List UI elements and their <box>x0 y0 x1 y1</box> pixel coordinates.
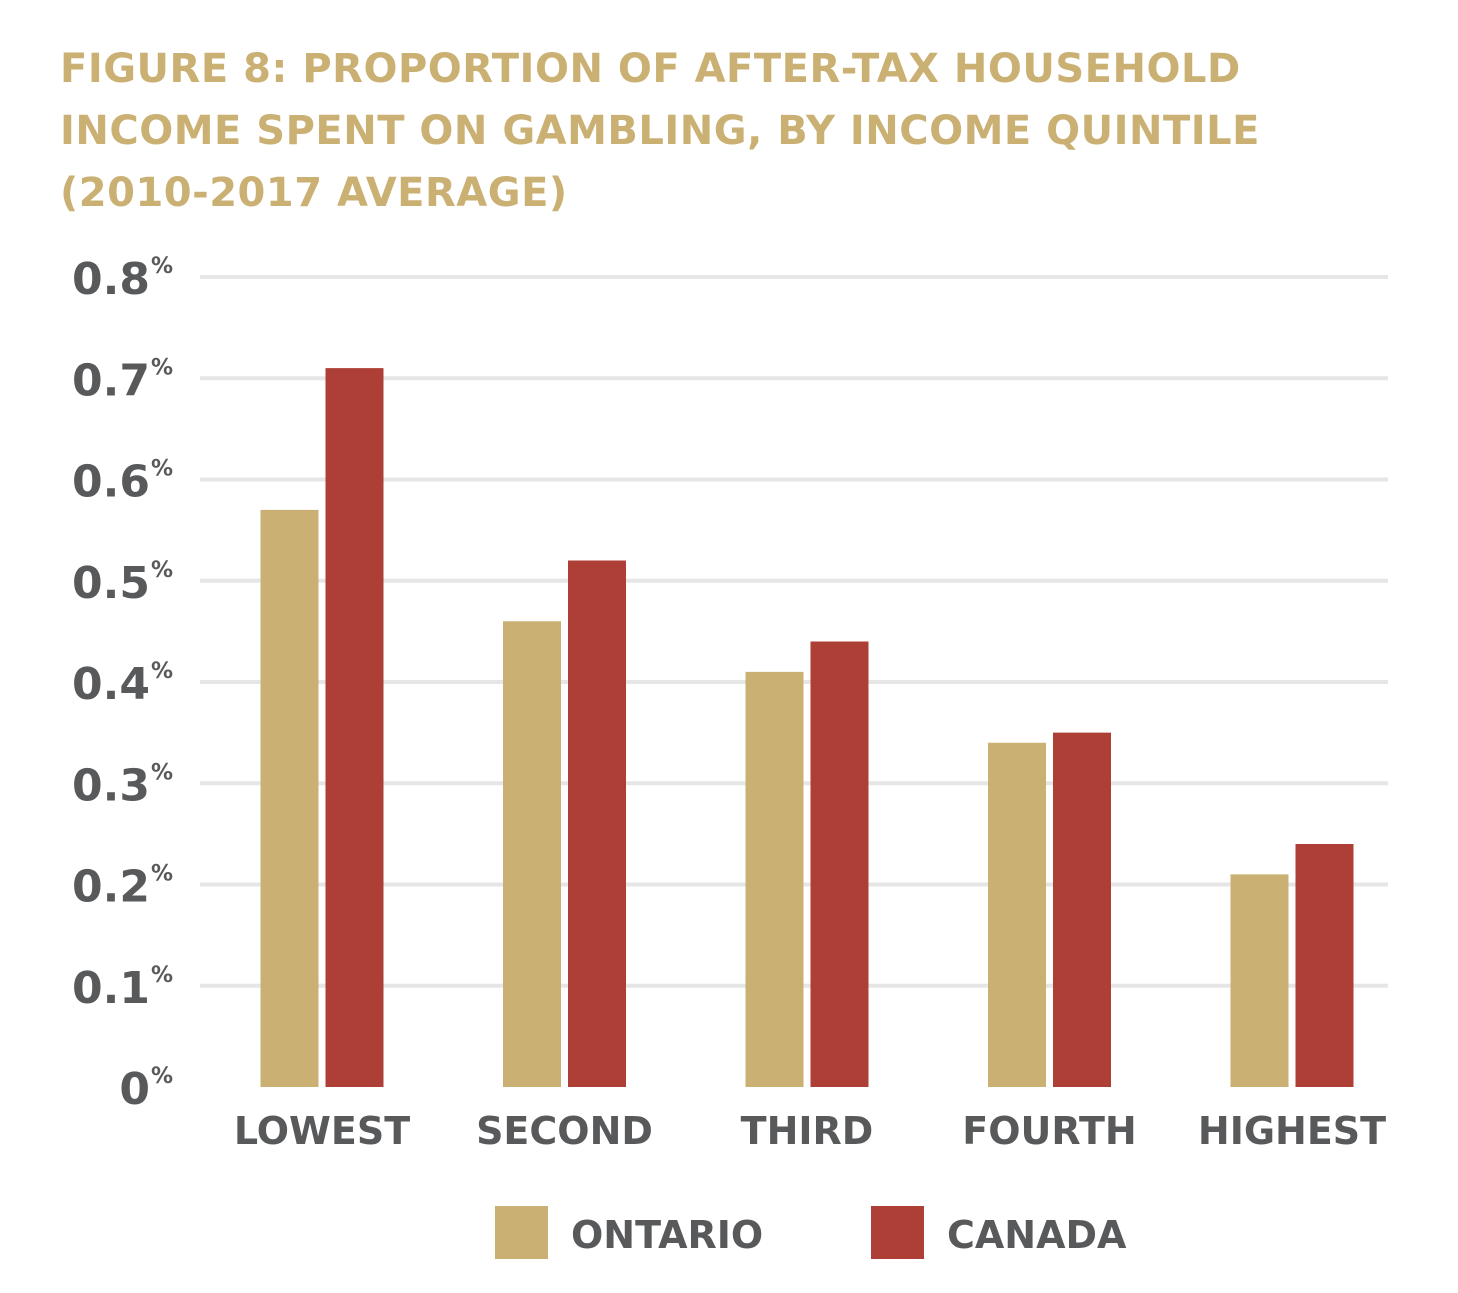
y-tick-suffix: % <box>151 355 173 380</box>
bar-canada-second <box>568 560 626 1087</box>
y-tick-label: 0.5 <box>72 558 150 609</box>
x-tick-label: LOWEST <box>234 1109 410 1153</box>
y-tick-suffix: % <box>151 963 173 988</box>
y-tick-suffix: % <box>151 558 173 583</box>
y-tick-suffix: % <box>151 254 173 279</box>
y-tick-suffix: % <box>151 659 173 684</box>
y-tick-label: 0.1 <box>72 963 150 1014</box>
bar-canada-third <box>810 641 869 1087</box>
bar-ontario-second <box>503 621 561 1087</box>
y-tick-label: 0.8 <box>72 254 150 305</box>
y-tick-suffix: % <box>151 1064 173 1089</box>
bar-canada-highest <box>1295 844 1354 1087</box>
y-tick-label: 0 <box>119 1064 150 1115</box>
x-tick-label: FOURTH <box>962 1109 1136 1153</box>
legend-label-canada: CANADA <box>947 1213 1127 1257</box>
bar-canada-lowest <box>325 368 384 1087</box>
legend: ONTARIO CANADA <box>495 1206 1127 1259</box>
x-tick-label: THIRD <box>741 1109 874 1153</box>
bar-ontario-fourth <box>988 742 1046 1087</box>
y-tick-suffix: % <box>151 457 173 482</box>
bars <box>260 368 1354 1087</box>
y-tick-suffix: % <box>151 862 173 887</box>
y-tick-label: 0.4 <box>72 659 150 710</box>
bar-canada-fourth <box>1053 732 1111 1087</box>
y-tick-label: 0.2 <box>72 862 150 913</box>
y-tick-suffix: % <box>151 760 173 785</box>
bar-ontario-lowest <box>260 509 319 1087</box>
legend-label-ontario: ONTARIO <box>571 1213 763 1257</box>
chart-title-line-3: (2010-2017 AVERAGE) <box>60 170 568 216</box>
y-tick-label: 0.3 <box>72 760 150 811</box>
y-tick-label: 0.7 <box>72 355 150 406</box>
y-tick-label: 0.6 <box>72 457 150 508</box>
x-axis-labels: LOWEST SECOND THIRD FOURTH HIGHEST <box>234 1109 1386 1153</box>
bar-ontario-third <box>745 671 804 1087</box>
x-tick-label: HIGHEST <box>1198 1109 1386 1153</box>
y-axis-ticks: 0 %0.1 %0.2 %0.3 %0.4 %0.5 %0.6 %0.7 %0.8% <box>72 254 173 1115</box>
chart-title-line-2: INCOME SPENT ON GAMBLING, BY INCOME QUIN… <box>60 108 1260 154</box>
x-tick-label: SECOND <box>476 1109 653 1153</box>
legend-swatch-ontario <box>495 1206 548 1259</box>
bar-ontario-highest <box>1230 874 1289 1087</box>
chart-title: FIGURE 8: PROPORTION OF AFTER-TAX HOUSEH… <box>60 38 1440 224</box>
chart-title-line-1: FIGURE 8: PROPORTION OF AFTER-TAX HOUSEH… <box>60 46 1241 92</box>
legend-swatch-canada <box>871 1206 924 1259</box>
